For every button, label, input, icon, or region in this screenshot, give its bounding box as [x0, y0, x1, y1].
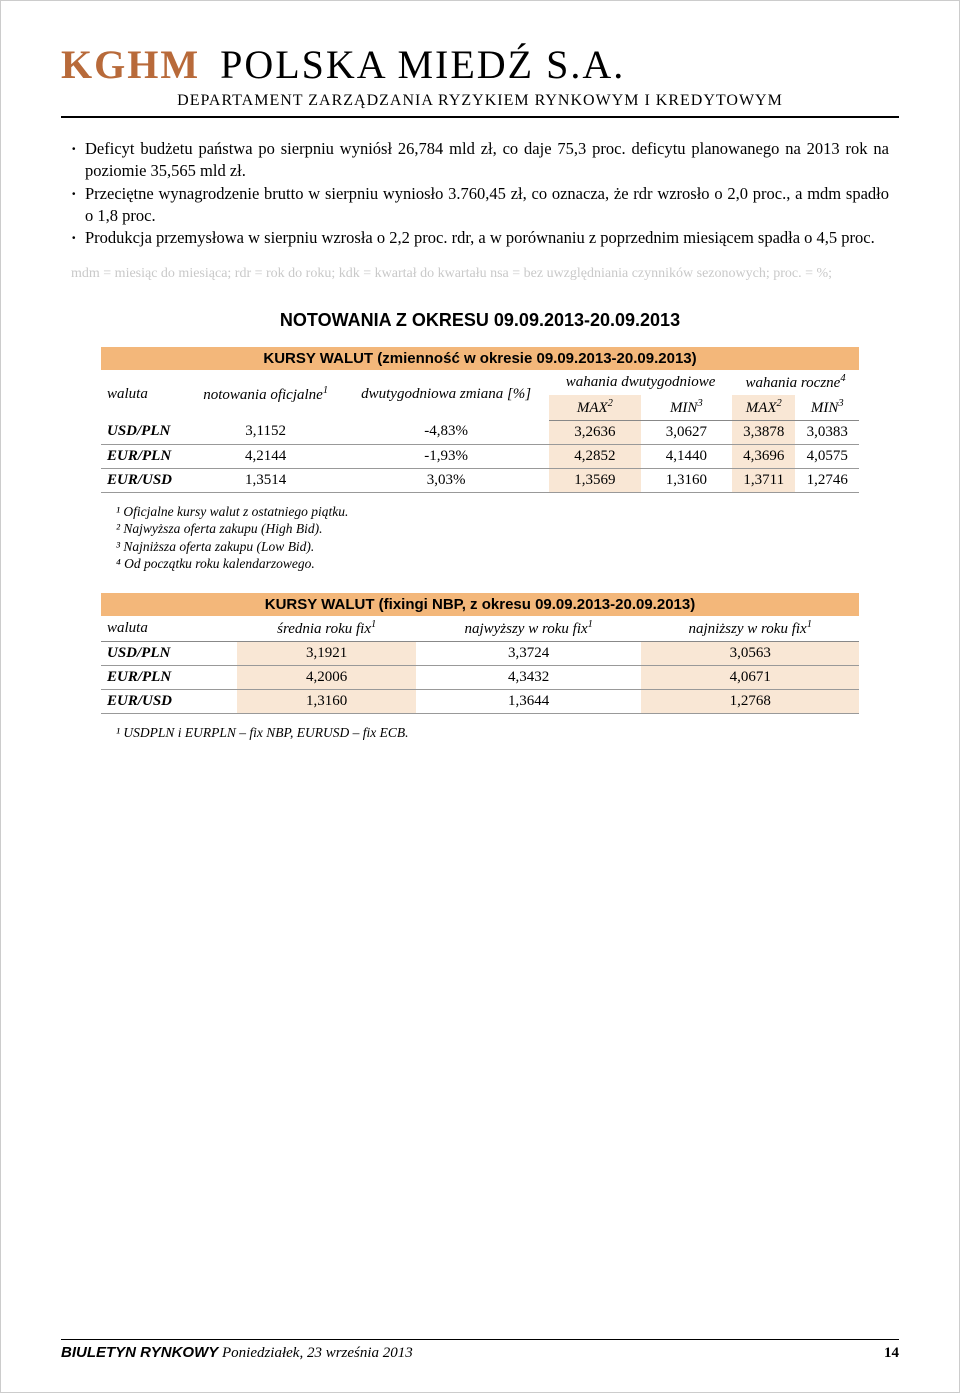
sub-max2: MAX2: [732, 395, 795, 421]
col-zmiana: dwutygodniowa zmiana [%]: [343, 370, 549, 421]
table-row: EUR/PLN 4,2144 -1,93% 4,2852 4,1440 4,36…: [101, 444, 859, 468]
sub-max: MAX2: [549, 395, 640, 421]
bullet-item: Deficyt budżetu państwa po sierpniu wyni…: [71, 138, 889, 183]
footnote: ¹ USDPLN i EURPLN – fix NBP, EURUSD – fi…: [116, 724, 844, 742]
footnotes-2: ¹ USDPLN i EURPLN – fix NBP, EURUSD – fi…: [116, 724, 844, 742]
table2-title: KURSY WALUT (fixingi NBP, z okresu 09.09…: [101, 593, 859, 616]
company-logo: KGHM POLSKA MIEDŹ S.A.: [61, 41, 899, 88]
col2-waluta: waluta: [101, 616, 237, 642]
legend-faint: mdm = miesiąc do miesiąca; rdr = rok do …: [71, 265, 889, 283]
col-notowania: notowania oficjalne1: [188, 370, 343, 421]
section-title: NOTOWANIA Z OKRESU 09.09.2013-20.09.2013: [61, 310, 899, 331]
table-row: USD/PLN 3,1152 -4,83% 3,2636 3,0627 3,38…: [101, 420, 859, 444]
table1: waluta notowania oficjalne1 dwutygodniow…: [101, 370, 859, 493]
footer-left: BIULETYN RYNKOWY Poniedziałek, 23 wrześn…: [61, 1344, 413, 1362]
page-footer: BIULETYN RYNKOWY Poniedziałek, 23 wrześn…: [61, 1339, 899, 1362]
table-currency-volatility: KURSY WALUT (zmienność w okresie 09.09.2…: [101, 347, 859, 493]
table-row: EUR/PLN 4,2006 4,3432 4,0671: [101, 665, 859, 689]
bullet-item: Produkcja przemysłowa w sierpniu wzrosła…: [71, 227, 889, 249]
col2-najwyzszy: najwyższy w roku fix1: [416, 616, 642, 642]
table-row: USD/PLN 3,1921 3,3724 3,0563: [101, 641, 859, 665]
footnote: ² Najwyższa oferta zakupu (High Bid).: [116, 520, 844, 538]
logo-part-kghm: KGHM: [61, 41, 200, 88]
footer-rule: [61, 1339, 899, 1340]
col-wahania-roczne: wahania roczne4: [732, 370, 859, 395]
logo-part-polska: POLSKA MIEDŹ S.A.: [220, 41, 625, 88]
footnotes-1: ¹ Oficjalne kursy walut z ostatniego pią…: [116, 503, 844, 573]
footnote: ⁴ Od początku roku kalendarzowego.: [116, 555, 844, 573]
col-wahania-dwu: wahania dwutygodniowe: [549, 370, 732, 395]
sub-min: MIN3: [641, 395, 732, 421]
footnote: ¹ Oficjalne kursy walut z ostatniego pią…: [116, 503, 844, 521]
col2-najnizszy: najniższy w roku fix1: [641, 616, 859, 642]
footnote: ³ Najniższa oferta zakupu (Low Bid).: [116, 538, 844, 556]
table-row: EUR/USD 1,3514 3,03% 1,3569 1,3160 1,371…: [101, 468, 859, 492]
table-row: EUR/USD 1,3160 1,3644 1,2768: [101, 689, 859, 713]
department-line: DEPARTAMENT ZARZĄDZANIA RYZYKIEM RYNKOWY…: [61, 92, 899, 110]
col-waluta: waluta: [101, 370, 188, 421]
header-rule: [61, 116, 899, 118]
table-currency-fixings: KURSY WALUT (fixingi NBP, z okresu 09.09…: [101, 593, 859, 714]
col2-srednia: średnia roku fix1: [237, 616, 415, 642]
sub-min2: MIN3: [795, 395, 859, 421]
bullet-item: Przeciętne wynagrodzenie brutto w sierpn…: [71, 183, 889, 228]
table1-title: KURSY WALUT (zmienność w okresie 09.09.2…: [101, 347, 859, 370]
bullet-list: Deficyt budżetu państwa po sierpniu wyni…: [71, 138, 889, 249]
page-number: 14: [884, 1345, 899, 1362]
table2: waluta średnia roku fix1 najwyższy w rok…: [101, 616, 859, 714]
